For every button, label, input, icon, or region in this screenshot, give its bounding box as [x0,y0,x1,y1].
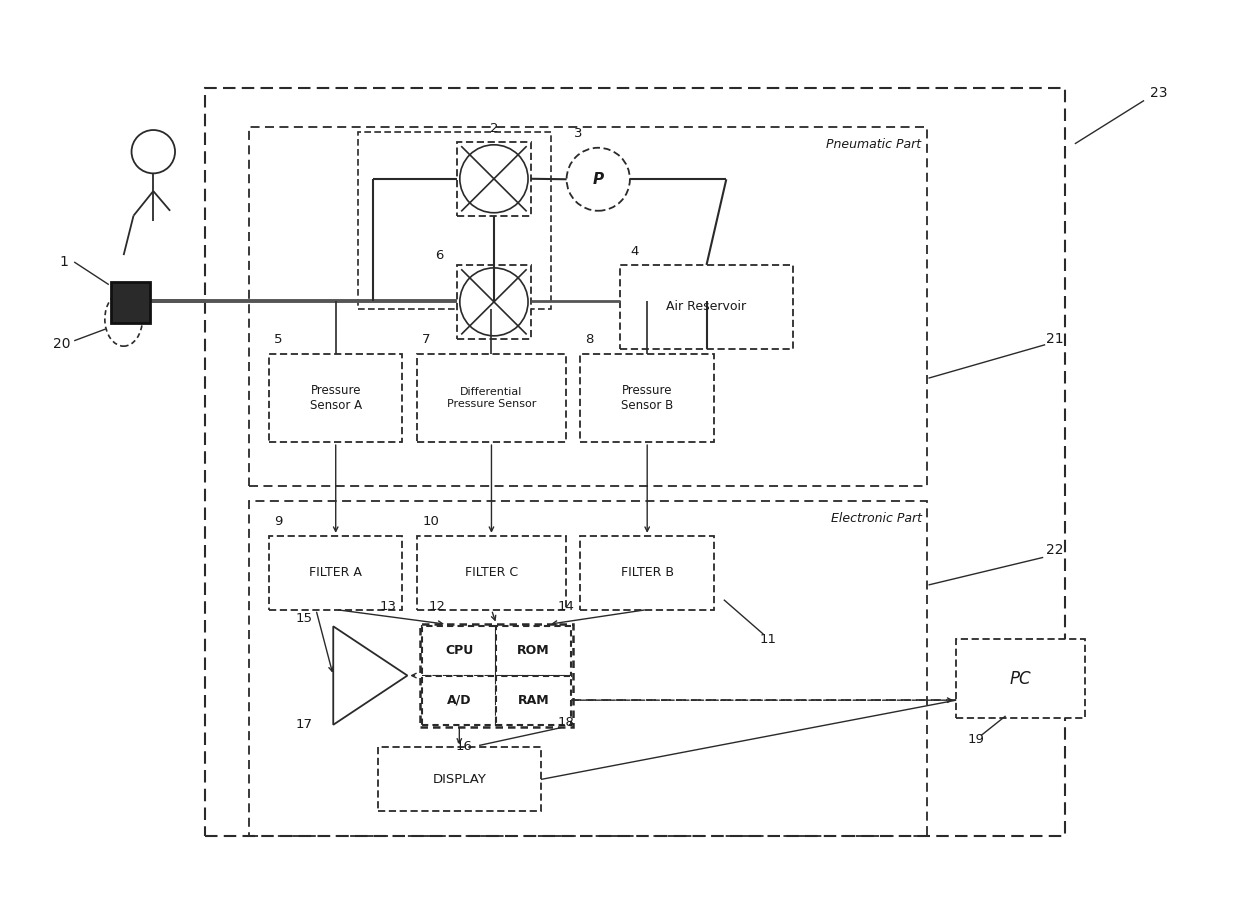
Bar [420,624,573,727]
Text: 12: 12 [429,600,445,613]
Text: 11: 11 [760,632,776,646]
Bar [456,141,531,216]
Bar [358,132,551,309]
Text: 20: 20 [52,336,71,351]
Bar [378,747,541,812]
Bar [620,265,794,348]
Text: 23: 23 [1151,85,1168,100]
Text: 13: 13 [379,600,396,613]
Text: 19: 19 [967,733,985,746]
Text: Differential
Pressure Sensor: Differential Pressure Sensor [446,387,536,409]
Text: 14: 14 [557,600,574,613]
Text: 5: 5 [274,333,283,346]
Circle shape [567,148,630,210]
Text: FILTER A: FILTER A [309,566,362,580]
Text: 3: 3 [574,128,583,141]
Text: 15: 15 [295,612,312,625]
Text: Pressure
Sensor B: Pressure Sensor B [621,384,673,412]
Bar [956,639,1085,717]
Text: DISPLAY: DISPLAY [433,773,486,786]
Text: 2: 2 [490,122,498,134]
Text: 21: 21 [1047,332,1064,346]
Text: FILTER C: FILTER C [465,566,518,580]
Bar [456,265,531,339]
Bar [418,536,565,610]
Text: 17: 17 [295,718,312,731]
Bar [110,282,150,323]
Bar [269,536,403,610]
Text: 7: 7 [423,333,430,346]
Bar [205,88,1065,836]
Text: 8: 8 [585,333,594,346]
Text: Electronic Part: Electronic Part [831,512,921,525]
Bar [269,354,403,443]
Text: 9: 9 [274,515,283,529]
Text: CPU: CPU [445,645,474,658]
Bar [249,502,926,836]
Text: 16: 16 [456,740,472,753]
Bar [423,627,496,676]
Text: 1: 1 [60,255,68,269]
Text: Air Reservoir: Air Reservoir [666,300,746,313]
Bar [249,127,926,486]
Text: 10: 10 [423,515,439,529]
Text: P: P [593,171,604,187]
Text: FILTER B: FILTER B [621,566,673,580]
Text: ROM: ROM [517,645,549,658]
Bar [418,354,565,443]
Text: Pressure
Sensor A: Pressure Sensor A [310,384,362,412]
Text: PC: PC [1009,669,1032,688]
Bar [580,536,714,610]
Bar [423,676,496,725]
Text: A/D: A/D [448,694,471,707]
Text: Pneumatic Part: Pneumatic Part [826,138,921,151]
Text: RAM: RAM [517,694,549,707]
Text: 6: 6 [435,249,443,261]
Bar [496,627,570,676]
Text: 18: 18 [557,717,574,729]
Text: 4: 4 [630,245,639,258]
Bar [580,354,714,443]
Bar [496,676,570,725]
Text: 22: 22 [1047,543,1064,558]
